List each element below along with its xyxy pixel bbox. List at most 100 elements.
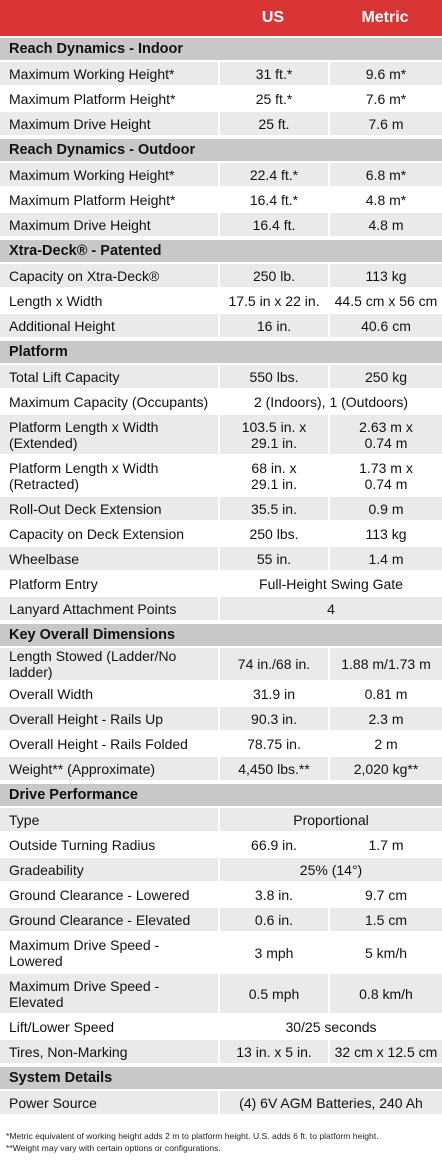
spec-value-us: 4,450 lbs.** (218, 757, 328, 782)
spec-value-metric-line: 0.74 m (364, 475, 408, 492)
spec-value-metric: 2 m (328, 732, 442, 757)
spec-label: Maximum Platform Height* (0, 188, 218, 213)
spec-label: Ground Clearance - Elevated (0, 908, 218, 933)
spec-value-combined: 4 (218, 597, 442, 622)
spec-value-combined: Proportional (218, 808, 442, 833)
spec-row: Tires, Non-Marking 13 in. x 5 in. 32 cm x … (0, 1040, 442, 1065)
spec-label: Overall Width (0, 682, 218, 707)
spec-row: Maximum Drive Height 16.4 ft. 4.8 m (0, 213, 442, 238)
spec-value-us: 66.9 in. (218, 833, 328, 858)
section-header: Reach Dynamics - Outdoor (0, 137, 442, 163)
spec-label: Ground Clearance - Lowered (0, 883, 218, 908)
spec-label: Lift/Lower Speed (0, 1015, 218, 1040)
spec-value-us: 13 in. x 5 in. (218, 1040, 328, 1065)
spec-value-metric: 1.4 m (328, 547, 442, 572)
header-blank-cell (0, 0, 218, 36)
spec-label-line: Platform Length x Width (9, 418, 159, 435)
spec-value-metric: 44.5 cm x 56 cm (328, 289, 442, 314)
spec-value-metric-line: 2.63 m x (359, 418, 413, 435)
spec-row: Platform Length x Width (Extended) 103.5 i… (0, 415, 442, 456)
spec-value-us-line: 103.5 in. x (241, 418, 307, 435)
spec-label: Maximum Working Height* (0, 163, 218, 188)
spec-row: Maximum Platform Height* 25 ft.* 7.6 m* (0, 87, 442, 112)
spec-label-line: Maximum Drive Speed - (9, 936, 160, 953)
spec-label: Total Lift Capacity (0, 365, 218, 390)
spec-value-metric: 2.3 m (328, 707, 442, 732)
spec-table: US Metric Reach Dynamics - Indoor Maximum… (0, 0, 442, 1116)
spec-row: Capacity on Xtra-Deck® 250 lb. 113 kg (0, 264, 442, 289)
spec-row: Additional Height 16 in. 40.6 cm (0, 314, 442, 339)
spec-value-combined: 30/25 seconds (218, 1015, 442, 1040)
spec-value-us: 103.5 in. x 29.1 in. (218, 415, 328, 456)
spec-label: Overall Height - Rails Up (0, 707, 218, 732)
section-title: Reach Dynamics - Indoor (0, 36, 442, 62)
spec-value-metric: 9.7 cm (328, 883, 442, 908)
spec-value-metric: 6.8 m* (328, 163, 442, 188)
spec-value-us: 74 in./68 in. (218, 648, 328, 682)
spec-value-us: 16.4 ft. (218, 213, 328, 238)
spec-value-metric: 32 cm x 12.5 cm (328, 1040, 442, 1065)
spec-row: Type Proportional (0, 808, 442, 833)
spec-value-metric: 2,020 kg** (328, 757, 442, 782)
metric-column-header: Metric (328, 0, 442, 36)
spec-value-us-line: 68 in. x (251, 459, 297, 476)
section-header: Key Overall Dimensions (0, 622, 442, 648)
spec-label-line: Platform Length x Width (9, 459, 159, 476)
spec-row: Weight** (Approximate) 4,450 lbs.** 2,020 … (0, 757, 442, 782)
spec-row: Overall Width 31.9 in 0.81 m (0, 682, 442, 707)
spec-value-metric: 0.81 m (328, 682, 442, 707)
spec-value-us-line: 29.1 in. (251, 434, 297, 451)
spec-value-us: 90.3 in. (218, 707, 328, 732)
spec-label: Maximum Drive Speed - Lowered (0, 933, 218, 974)
spec-value-us: 16.4 ft.* (218, 188, 328, 213)
spec-row: Platform Length x Width (Retracted) 68 in.… (0, 456, 442, 497)
spec-label: Overall Height - Rails Folded (0, 732, 218, 757)
spec-row: Length x Width 17.5 in x 22 in. 44.5 cm x … (0, 289, 442, 314)
spec-value-metric: 1.73 m x 0.74 m (328, 456, 442, 497)
spec-value-us: 0.6 in. (218, 908, 328, 933)
spec-row: Power Source (4) 6V AGM Batteries, 240 Ah (0, 1091, 442, 1116)
spec-row: Overall Height - Rails Up 90.3 in. 2.3 m (0, 707, 442, 732)
spec-row: Lift/Lower Speed 30/25 seconds (0, 1015, 442, 1040)
spec-label: Length x Width (0, 289, 218, 314)
header-row: US Metric (0, 0, 442, 36)
section-header: Platform (0, 339, 442, 365)
spec-row: Ground Clearance - Lowered 3.8 in. 9.7 cm (0, 883, 442, 908)
spec-value-us: 3 mph (218, 933, 328, 974)
spec-label-line: (Retracted) (9, 475, 80, 492)
spec-label: Outside Turning Radius (0, 833, 218, 858)
spec-value-us: 25 ft.* (218, 87, 328, 112)
spec-value-us: 25 ft. (218, 112, 328, 137)
spec-row: Total Lift Capacity 550 lbs. 250 kg (0, 365, 442, 390)
spec-row: Platform Entry Full-Height Swing Gate (0, 572, 442, 597)
spec-row: Roll-Out Deck Extension 35.5 in. 0.9 m (0, 497, 442, 522)
spec-value-metric-line: 1.73 m x (359, 459, 413, 476)
section-header: Drive Performance (0, 782, 442, 808)
spec-label: Platform Length x Width (Retracted) (0, 456, 218, 497)
spec-value-us: 3.8 in. (218, 883, 328, 908)
spec-label: Power Source (0, 1091, 218, 1116)
spec-value-metric: 113 kg (328, 264, 442, 289)
spec-value-combined: 2 (Indoors), 1 (Outdoors) (218, 390, 442, 415)
section-title: Reach Dynamics - Outdoor (0, 137, 442, 163)
spec-value-us: 31 ft.* (218, 62, 328, 87)
spec-label: Platform Entry (0, 572, 218, 597)
spec-value-us: 55 in. (218, 547, 328, 572)
spec-row: Length Stowed (Ladder/No ladder) 74 in./6… (0, 648, 442, 682)
spec-value-us: 35.5 in. (218, 497, 328, 522)
spec-row: Overall Height - Rails Folded 78.75 in. 2 … (0, 732, 442, 757)
spec-row: Outside Turning Radius 66.9 in. 1.7 m (0, 833, 442, 858)
spec-label: Capacity on Deck Extension (0, 522, 218, 547)
spec-label: Maximum Platform Height* (0, 87, 218, 112)
spec-label: Platform Length x Width (Extended) (0, 415, 218, 456)
spec-label: Lanyard Attachment Points (0, 597, 218, 622)
footnote-weight: **Weight may vary with certain options o… (6, 1143, 221, 1153)
spec-label: Maximum Drive Speed - Elevated (0, 974, 218, 1015)
section-title: System Details (0, 1065, 442, 1091)
spec-label: Tires, Non-Marking (0, 1040, 218, 1065)
spec-value-metric: 113 kg (328, 522, 442, 547)
spec-value-metric: 1.5 cm (328, 908, 442, 933)
spec-value-us: 17.5 in x 22 in. (218, 289, 328, 314)
spec-label: Gradeability (0, 858, 218, 883)
